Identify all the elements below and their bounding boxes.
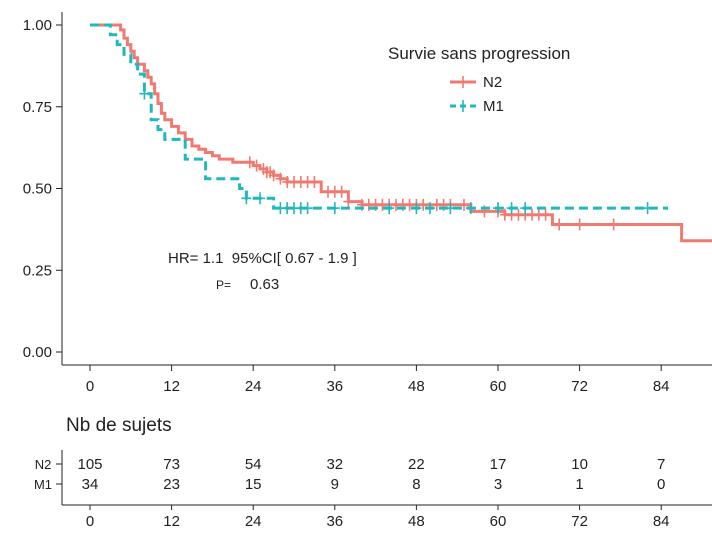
risk-table-title: Nb de sujets — [66, 415, 172, 436]
x-tick-label: 12 — [163, 378, 180, 395]
censor-mark-m1 — [255, 192, 265, 205]
risk-x-tick-label: 84 — [653, 513, 670, 530]
risk-x-tick-label: 36 — [326, 513, 343, 530]
risk-count-m1: 1 — [575, 476, 583, 493]
censor-mark-m1 — [411, 202, 422, 215]
censor-mark-m1 — [465, 202, 476, 215]
censor-mark-m1 — [241, 192, 252, 205]
legend-label-m1: M1 — [483, 98, 504, 115]
censor-mark-n2 — [540, 208, 551, 221]
risk-x-tick-label: 12 — [163, 513, 180, 530]
censor-mark-n2 — [418, 198, 429, 211]
p-value-label: P= — [216, 278, 231, 292]
x-tick-label: 24 — [245, 378, 262, 395]
hazard-ratio-text: HR= 1.1 95%CI[ 0.67 - 1.9 ] — [168, 250, 357, 267]
censor-mark-m1 — [506, 202, 517, 215]
hr-annotation: HR= 1.1 95%CI[ 0.67 - 1.9 ] P= 0.63 — [168, 250, 357, 293]
censor-mark-n2 — [574, 218, 585, 231]
x-tick-label: 60 — [490, 378, 507, 395]
risk-row-label-m1: M1 — [34, 477, 52, 492]
risk-count-n2: 17 — [490, 456, 507, 473]
censor-mark-n2 — [608, 218, 619, 231]
censor-mark-n2 — [268, 169, 279, 182]
risk-x-tick-label: 0 — [86, 513, 94, 530]
risk-count-n2: 54 — [245, 456, 262, 473]
censor-mark-m1 — [642, 202, 653, 215]
x-tick-label: 36 — [326, 378, 343, 395]
y-tick-label: 0.00 — [23, 344, 52, 361]
legend-label-n2: N2 — [483, 74, 502, 91]
risk-count-m1: 3 — [494, 476, 502, 493]
censor-mark-m1 — [302, 202, 313, 215]
risk-count-m1: 0 — [657, 476, 665, 493]
y-axis-ticks: 0.00 0.25 0.50 0.75 1.00 — [23, 17, 62, 361]
censor-mark-m1 — [139, 87, 150, 100]
legend: Survie sans progression N2 M1 — [388, 44, 570, 115]
x-tick-label: 84 — [653, 378, 670, 395]
censor-mark-m1 — [493, 202, 503, 215]
legend-title: Survie sans progression — [388, 44, 570, 63]
censor-mark-m1 — [384, 202, 395, 215]
censor-mark-n2 — [244, 156, 255, 169]
censor-mark-m1 — [520, 202, 531, 215]
risk-count-n2: 32 — [326, 456, 343, 473]
y-tick-label: 0.50 — [23, 181, 52, 198]
risk-row-label-n2: N2 — [35, 457, 52, 472]
x-tick-label: 72 — [571, 378, 588, 395]
risk-count-m1: 9 — [331, 476, 339, 493]
risk-x-tick-label: 72 — [571, 513, 588, 530]
censor-mark-n2 — [251, 159, 262, 172]
risk-count-m1: 23 — [163, 476, 180, 493]
risk-count-n2: 7 — [657, 456, 665, 473]
risk-count-m1: 15 — [245, 476, 262, 493]
risk-x-tick-label: 48 — [408, 513, 425, 530]
censor-mark-m1 — [425, 202, 435, 215]
risk-x-tick-label: 60 — [490, 513, 507, 530]
censor-mark-n2 — [459, 198, 469, 211]
risk-count-m1: 8 — [412, 476, 420, 493]
plot-area — [90, 23, 712, 243]
risk-x-tick-label: 24 — [245, 513, 262, 530]
risk-count-n2: 105 — [77, 456, 102, 473]
p-value: 0.63 — [250, 276, 279, 293]
censor-mark-n2 — [554, 218, 565, 231]
survival-curve-m1 — [90, 23, 668, 210]
censor-mark-n2 — [343, 195, 354, 208]
y-tick-label: 0.25 — [23, 262, 52, 279]
censor-mark-m1 — [329, 202, 340, 215]
censor-mark-m1 — [445, 202, 456, 215]
axes — [61, 12, 712, 366]
risk-count-m1: 34 — [82, 476, 99, 493]
y-tick-label: 1.00 — [23, 17, 52, 34]
x-tick-label: 48 — [408, 378, 425, 395]
risk-count-n2: 10 — [571, 456, 588, 473]
risk-count-n2: 22 — [408, 456, 425, 473]
y-tick-label: 0.75 — [23, 99, 52, 116]
censor-mark-n2 — [275, 172, 286, 185]
risk-table: Nb de sujets N2 105 73 54 32 22 17 10 7M1 34 23 15 9… — [34, 415, 712, 530]
censor-mark-n2 — [309, 175, 320, 188]
x-axis-ticks: 0 12 24 36 48 60 72 84 — [86, 365, 670, 395]
x-tick-label: 0 — [86, 378, 94, 395]
risk-count-n2: 73 — [163, 456, 180, 473]
censor-mark-n2 — [336, 185, 347, 198]
